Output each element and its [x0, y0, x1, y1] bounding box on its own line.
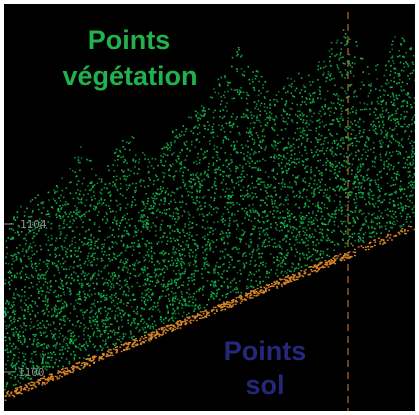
ground-label-line2: sol	[245, 370, 285, 400]
point-cloud-view: 1104 1100 Points végétation Points sol	[4, 4, 415, 411]
ground-points	[4, 225, 415, 401]
axis-tick-lower: 1100	[18, 366, 45, 379]
point-cloud-canvas	[4, 12, 415, 411]
ground-label-line1: Points	[223, 336, 307, 366]
vegetation-points	[4, 29, 415, 391]
vegetation-label-line1: Points	[87, 25, 171, 55]
axis-tick-upper: 1104	[20, 218, 47, 231]
vegetation-label-line2: végétation	[62, 61, 198, 91]
